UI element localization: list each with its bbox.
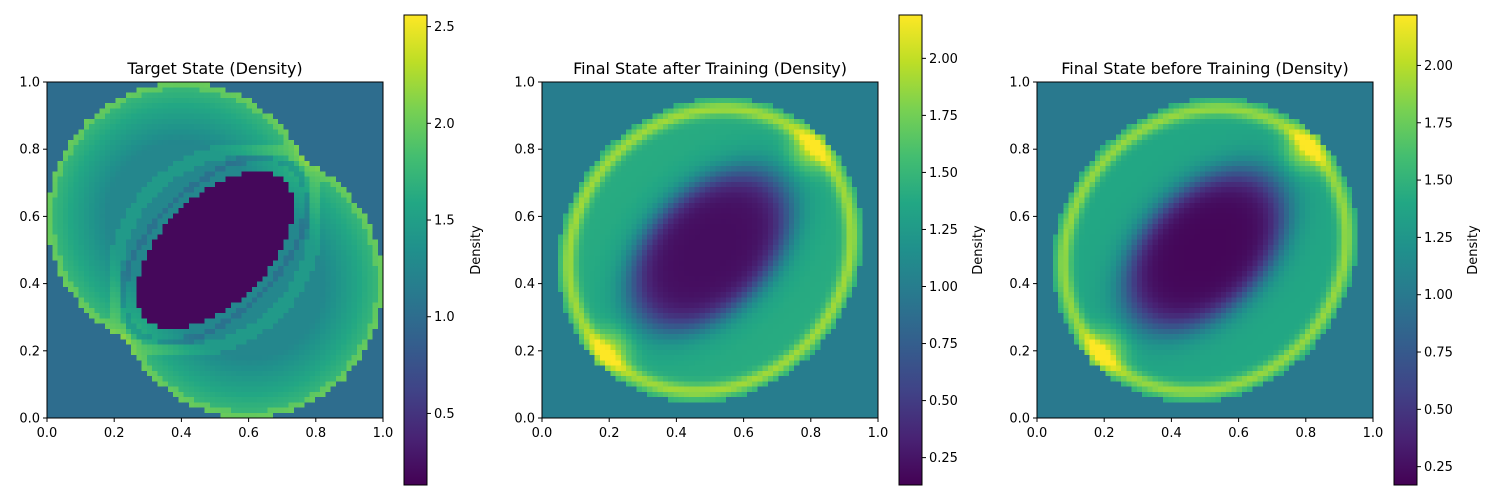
- heatmap-image: [1037, 82, 1373, 418]
- colorbar-tick-label: 1.00: [929, 280, 958, 295]
- y-tick-label: 0.2: [1009, 344, 1030, 359]
- y-tick-label: 0.0: [514, 412, 535, 427]
- x-tick-label: 0.2: [599, 426, 620, 441]
- y-tick-label: 0.2: [514, 344, 535, 359]
- heatmap-panel-2: Final State after Training (Density)0.0 0…: [514, 14, 986, 486]
- chart-title: Target State (Density): [126, 59, 302, 78]
- colorbar-tick-label: 1.50: [1424, 174, 1453, 189]
- colorbar-tick-label: 2.00: [1424, 59, 1453, 74]
- chart-title: Final State before Training (Density): [1061, 59, 1349, 78]
- y-tick-label: 0.4: [514, 277, 535, 292]
- colorbar: [898, 14, 923, 486]
- heatmap-panel-1: Target State (Density) 0.0 0.2 0.4 0.6 0.8 1.0…: [19, 14, 484, 486]
- x-tick-label: 0.6: [733, 426, 754, 441]
- colorbar-label: Density: [1466, 225, 1481, 275]
- chart-title: Final State after Training (Density): [573, 59, 847, 78]
- colorbar-tick-label: 1.0: [434, 310, 455, 325]
- y-tick-label: 0.0: [19, 412, 40, 427]
- y-tick-label: 0.2: [19, 344, 40, 359]
- colorbar-tick-label: 1.5: [434, 214, 455, 229]
- heatmap-panel-3: Final State before Training (Density) 0.0…: [1009, 14, 1481, 486]
- x-tick-label: 1.0: [868, 426, 889, 441]
- y-tick-label: 0.4: [1009, 277, 1030, 292]
- x-tick-label: 0.0: [1027, 426, 1048, 441]
- colorbar-label: Density: [971, 225, 986, 275]
- y-tick-label: 0.0: [1009, 412, 1030, 427]
- x-tick-label: 0.2: [104, 426, 125, 441]
- x-tick-label: 0.6: [1228, 426, 1249, 441]
- y-tick-label: 0.8: [514, 143, 535, 158]
- colorbar-tick-label: 0.75: [929, 337, 958, 352]
- colorbar-tick-label: 1.50: [929, 166, 958, 181]
- x-tick-label: 0.0: [37, 426, 58, 441]
- x-tick-label: 0.4: [171, 426, 192, 441]
- x-tick-label: 0.4: [666, 426, 687, 441]
- colorbar: [1393, 14, 1418, 486]
- y-tick-label: 0.8: [1009, 143, 1030, 158]
- colorbar-tick-label: 2.00: [929, 52, 958, 67]
- y-tick-label: 1.0: [19, 76, 40, 91]
- colorbar-tick-label: 1.25: [929, 223, 958, 238]
- x-tick-label: 0.6: [238, 426, 259, 441]
- axes-frame: [541, 81, 879, 419]
- colorbar-tick-label: 0.5: [434, 407, 455, 422]
- x-tick-label: 0.8: [1295, 426, 1316, 441]
- x-tick-label: 0.8: [800, 426, 821, 441]
- y-tick-label: 1.0: [1009, 76, 1030, 91]
- colorbar-tick-label: 0.25: [929, 451, 958, 466]
- axes-frame: [1036, 81, 1374, 419]
- y-tick-label: 0.6: [514, 210, 535, 225]
- y-tick-label: 0.4: [19, 277, 40, 292]
- x-tick-label: 0.4: [1161, 426, 1182, 441]
- x-tick-label: 1.0: [373, 426, 394, 441]
- colorbar-tick-label: 0.75: [1424, 346, 1453, 361]
- y-tick-label: 0.6: [19, 210, 40, 225]
- x-tick-label: 0.0: [532, 426, 553, 441]
- colorbar-tick-label: 1.25: [1424, 231, 1453, 246]
- colorbar-label: Density: [469, 225, 484, 275]
- x-tick-label: 0.8: [305, 426, 326, 441]
- colorbar-tick-label: 0.50: [1424, 403, 1453, 418]
- colorbar: [403, 14, 428, 486]
- colorbar-tick-label: 1.75: [929, 109, 958, 124]
- x-tick-label: 1.0: [1363, 426, 1384, 441]
- heatmap-image: [542, 82, 878, 418]
- x-tick-label: 0.2: [1094, 426, 1115, 441]
- colorbar-tick-label: 1.75: [1424, 116, 1453, 131]
- colorbar-tick-label: 0.25: [1424, 460, 1453, 475]
- colorbar-tick-label: 1.00: [1424, 288, 1453, 303]
- colorbar-tick-label: 2.5: [434, 20, 455, 35]
- axes-frame: [46, 81, 384, 419]
- heatmap-image: [47, 82, 383, 418]
- y-tick-label: 0.8: [19, 143, 40, 158]
- colorbar-tick-label: 2.0: [434, 117, 455, 132]
- y-tick-label: 1.0: [514, 76, 535, 91]
- colorbar-tick-label: 0.50: [929, 394, 958, 409]
- y-tick-label: 0.6: [1009, 210, 1030, 225]
